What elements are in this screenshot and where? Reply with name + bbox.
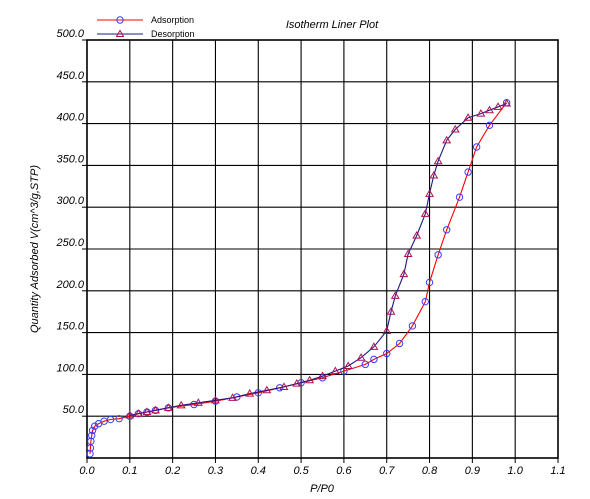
y-tick-label: 350.0 (56, 153, 84, 165)
desorption-point (262, 385, 272, 394)
adsorption-point (86, 450, 94, 458)
adsorption-point (455, 193, 464, 201)
desorption-point (125, 410, 135, 419)
x-tick-label: 0.8 (422, 465, 438, 477)
x-tick-label: 0.4 (251, 465, 266, 477)
x-tick-label: 0.2 (165, 465, 180, 477)
desorption-point (433, 156, 443, 165)
adsorption-point (383, 349, 391, 358)
adsorption-point (472, 143, 481, 151)
y-tick-label: 100.0 (56, 362, 84, 374)
desorption-point (403, 249, 413, 258)
x-tick-label: 0.9 (465, 465, 480, 477)
x-tick-label: 0.7 (379, 465, 395, 477)
adsorption-point (115, 415, 123, 423)
grid-lines (87, 40, 558, 458)
y-tick-label: 150.0 (56, 321, 84, 333)
y-axis-ticks: 50.0 100.0 150.0 200.0 250.0 300.0 350.0 400.0 4… (55, 28, 87, 417)
desorption-point (390, 291, 400, 299)
desorption-point (476, 108, 486, 117)
x-tick-label: 0.0 (79, 465, 95, 477)
desorption-point (210, 395, 220, 404)
desorption-point (450, 124, 460, 133)
desorption-point (176, 400, 186, 409)
y-tick-label: 250.0 (55, 237, 84, 249)
adsorption-point (106, 415, 115, 424)
y-tick-label: 450.0 (56, 70, 84, 82)
desorption-point (163, 403, 173, 411)
adsorption-point (421, 297, 429, 306)
desorption-point (318, 371, 327, 380)
legend-item-desorption: Desorption (97, 29, 195, 39)
adsorption-point (91, 422, 99, 430)
series-layer (86, 98, 512, 458)
x-tick-label: 0.1 (122, 465, 137, 477)
desorption-point (228, 393, 238, 401)
x-axis-ticks: 0.0 0.1 0.2 0.3 0.4 0.5 0.6 0.7 0.8 0.9 1.0 1.1 (79, 458, 566, 477)
adsorption-point (442, 226, 451, 234)
desorption-point (399, 269, 409, 278)
desorption-point (330, 366, 340, 375)
legend-label-adsorption: Adsorption (151, 15, 194, 25)
y-tick-label: 500.0 (56, 28, 84, 40)
desorption-point (386, 307, 396, 315)
desorption-point (356, 353, 366, 361)
adsorption-point (370, 355, 378, 364)
adsorption-point (425, 278, 434, 287)
y-tick-label: 50.0 (63, 404, 85, 416)
y-tick-label: 300.0 (56, 195, 84, 207)
adsorption-point (126, 412, 134, 420)
y-tick-label: 200.0 (55, 279, 84, 291)
desorption-point (429, 170, 439, 179)
adsorption-line (89, 102, 508, 454)
desorption-point (382, 326, 392, 334)
adsorption-point (190, 400, 198, 409)
adsorption-point (434, 251, 442, 259)
x-tick-label: 0.5 (293, 465, 309, 477)
desorption-point (193, 398, 203, 406)
desorption-point (485, 105, 494, 114)
desorption-point (425, 189, 435, 197)
desorption-point (245, 389, 255, 397)
x-axis-label: P/P0 (310, 483, 335, 495)
chart-title: Isotherm Liner Plot (286, 19, 379, 31)
adsorption-point (361, 360, 370, 369)
y-axis-label: Quantity Adsorbed V(cm^3/g,STP) (29, 165, 41, 333)
adsorption-point (485, 121, 494, 129)
desorption-point (420, 209, 430, 217)
desorption-point (412, 231, 422, 239)
adsorption-point (464, 168, 472, 176)
legend: Adsorption Desorption (97, 15, 195, 39)
desorption-point (305, 375, 315, 384)
y-tick-label: 400.0 (56, 112, 84, 124)
adsorption-point (275, 384, 284, 392)
desorption-point (279, 382, 289, 390)
adsorption-point (408, 322, 417, 330)
desorption-point (151, 405, 160, 414)
desorption-point (502, 98, 512, 107)
x-tick-label: 1.1 (550, 465, 565, 477)
legend-label-desorption: Desorption (151, 29, 195, 39)
desorption-point (369, 342, 379, 350)
desorption-point (142, 407, 152, 416)
desorption-point (463, 113, 473, 121)
adsorption-point (88, 431, 96, 440)
legend-circle-marker (116, 16, 124, 24)
desorption-point (133, 409, 143, 417)
legend-triangle-marker (115, 29, 125, 37)
desorption-point (442, 135, 452, 144)
x-tick-label: 1.0 (508, 465, 524, 477)
legend-item-adsorption: Adsorption (97, 15, 194, 25)
desorption-point (493, 102, 503, 110)
desorption-point (292, 379, 302, 387)
adsorption-point (395, 339, 404, 348)
x-tick-label: 0.3 (208, 465, 224, 477)
adsorption-point (88, 426, 97, 435)
x-tick-label: 0.6 (336, 465, 352, 477)
desorption-point (343, 361, 353, 370)
series-desorption (125, 98, 512, 419)
